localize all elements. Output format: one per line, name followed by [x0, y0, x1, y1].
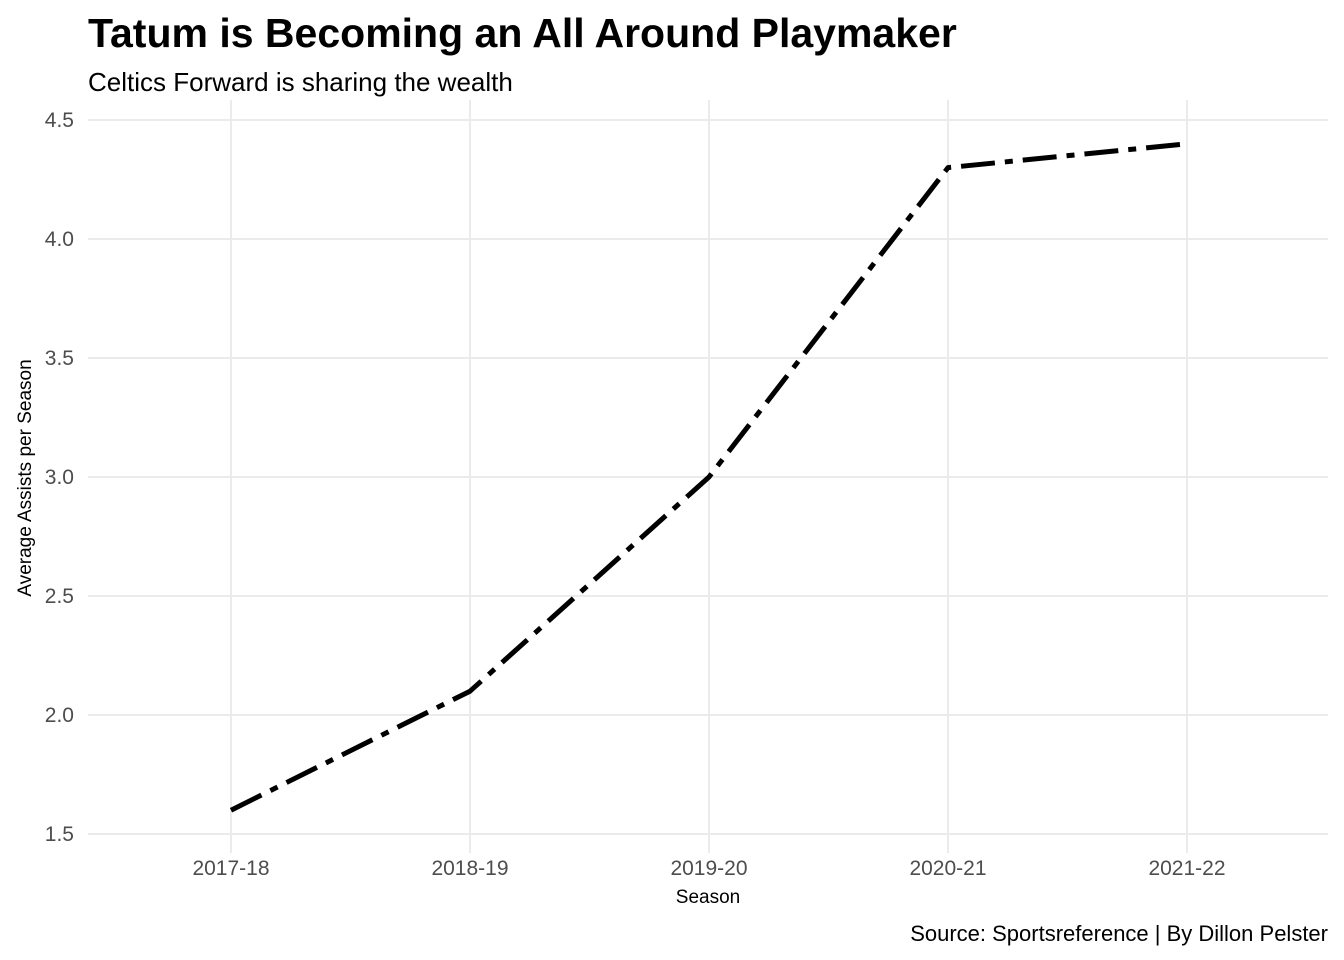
data-point	[467, 688, 473, 694]
x-tick-label: 2020-21	[909, 857, 986, 880]
x-tick-label: 2017-18	[192, 857, 269, 880]
series-line	[229, 141, 1188, 813]
y-tick-label: 3.0	[45, 466, 74, 489]
x-tick-label: 2021-22	[1148, 857, 1225, 880]
x-tick-label: 2018-19	[431, 857, 508, 880]
data-point	[1184, 141, 1190, 147]
x-axis-ticks: 2017-18 2018-19 2019-20 2020-21 2021-22	[192, 857, 1225, 880]
series-layer	[228, 141, 1190, 813]
y-tick-label: 4.5	[45, 109, 74, 132]
y-tick-label: 1.5	[45, 823, 74, 846]
x-tick-label: 2019-20	[670, 857, 747, 880]
data-point	[706, 474, 712, 480]
y-tick-label: 4.0	[45, 228, 74, 251]
y-axis-ticks: 1.5 2.0 2.5 3.0 3.5 4.0 4.5	[45, 109, 74, 846]
y-tick-label: 2.0	[45, 704, 74, 727]
y-tick-label: 3.5	[45, 347, 74, 370]
chart-subtitle: Celtics Forward is sharing the wealth	[88, 67, 513, 97]
chart-caption: Source: Sportsreference | By Dillon Pels…	[910, 921, 1328, 946]
y-axis-label: Average Assists per Season	[15, 359, 36, 596]
x-axis-label: Season	[676, 887, 740, 908]
data-point	[945, 165, 951, 171]
y-tick-label: 2.5	[45, 585, 74, 608]
chart-title: Tatum is Becoming an All Around Playmake…	[88, 10, 957, 56]
gridlines	[88, 100, 1328, 853]
data-point	[228, 807, 234, 813]
